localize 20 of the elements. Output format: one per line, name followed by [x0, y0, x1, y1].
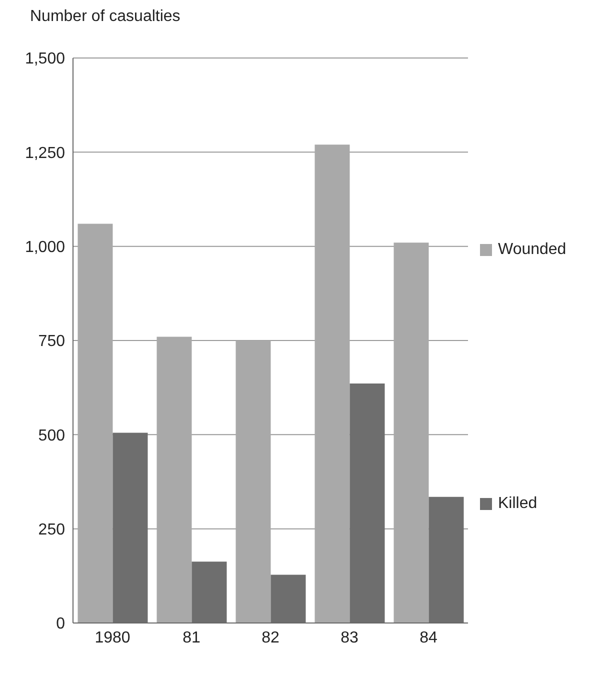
y-tick-label: 1,500: [24, 50, 66, 68]
y-axis-title: Number of casualties: [30, 8, 180, 26]
y-tick-label: 500: [38, 427, 66, 444]
x-tick-label: 81: [182, 629, 200, 646]
legend-label: Wounded: [498, 240, 566, 259]
bar: [156, 336, 192, 623]
x-tick-label: 83: [340, 629, 358, 646]
x-tick-label: 82: [262, 629, 280, 646]
bar: [78, 224, 113, 623]
y-tick-label: 250: [38, 522, 66, 539]
bar: [314, 144, 350, 623]
legend-label: Killed: [498, 494, 538, 513]
x-tick-label: 1980: [94, 629, 130, 646]
bar: [236, 340, 271, 623]
y-tick-label: 750: [38, 333, 66, 350]
y-tick-label: 0: [56, 616, 66, 633]
x-tick-label: 84: [420, 629, 438, 646]
bar: [394, 242, 429, 623]
y-tick-label: 1,000: [24, 239, 66, 256]
y-tick-label: 1,250: [24, 144, 66, 162]
